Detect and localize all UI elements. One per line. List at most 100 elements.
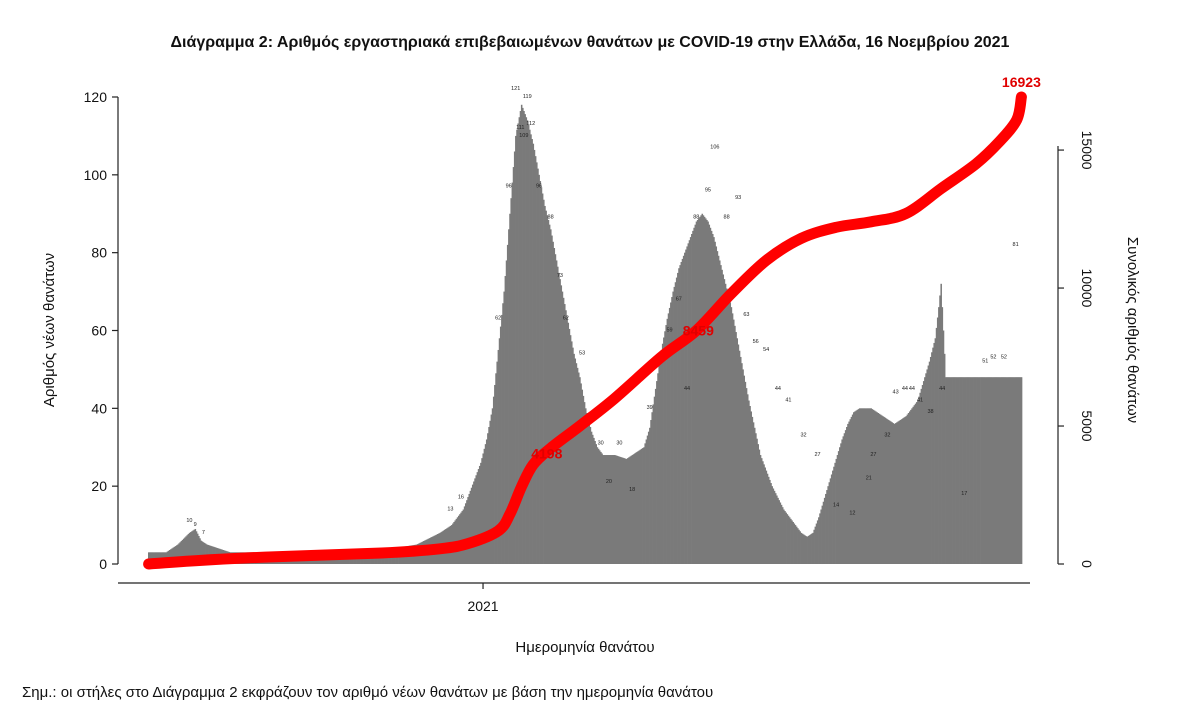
daily-deaths-bar (526, 120, 529, 564)
daily-deaths-bar (508, 229, 510, 564)
daily-deaths-bar (1015, 377, 1017, 564)
bar-data-label: 96 (536, 183, 542, 189)
daily-deaths-bar (885, 418, 888, 564)
daily-deaths-bar (180, 541, 183, 564)
daily-deaths-bar (170, 549, 172, 564)
daily-deaths-bar (466, 500, 468, 564)
daily-deaths-bar (915, 402, 918, 564)
daily-deaths-bar (495, 373, 497, 564)
daily-deaths-bar (844, 430, 847, 564)
daily-deaths-bar (809, 534, 812, 564)
daily-deaths-bar (997, 377, 1000, 564)
daily-deaths-bar (677, 272, 679, 564)
bar-data-label: 119 (523, 94, 532, 100)
daily-deaths-bar (487, 433, 489, 564)
daily-deaths-bar (601, 453, 603, 564)
daily-deaths-bar (709, 227, 712, 564)
daily-deaths-bar (626, 458, 629, 564)
daily-deaths-bar (714, 241, 716, 564)
cumulative-deaths-labels: 4198 8459 16923 (531, 74, 1041, 462)
daily-deaths-bar (794, 525, 797, 564)
daily-deaths-bar (917, 400, 919, 564)
daily-deaths-bar (560, 285, 563, 564)
daily-deaths-bar (553, 248, 556, 564)
daily-deaths-bar (552, 241, 554, 564)
daily-deaths-bar (580, 383, 582, 564)
daily-deaths-bar (762, 461, 764, 564)
bar-data-label: 12 (849, 510, 855, 516)
daily-deaths-bar (941, 307, 944, 564)
bar-data-label: 81 (1013, 242, 1019, 248)
bar-data-label: 21 (866, 475, 872, 481)
daily-deaths-bar (645, 439, 648, 564)
daily-deaths-bar (548, 224, 551, 564)
daily-deaths-bar (468, 493, 470, 564)
daily-deaths-bar (701, 213, 704, 564)
daily-deaths-bar (731, 313, 734, 564)
daily-deaths-bar (896, 422, 898, 564)
daily-deaths-bar (661, 343, 664, 564)
daily-deaths-bar (469, 490, 472, 564)
daily-deaths-bar (974, 377, 976, 564)
daily-deaths-bar (1016, 377, 1018, 564)
daily-deaths-bar (940, 283, 942, 564)
daily-deaths-bar (801, 533, 804, 564)
daily-deaths-bar (814, 526, 817, 564)
daily-deaths-bar (473, 481, 475, 564)
chart-footnote: Σημ.: οι στήλες στο Διάγραμμα 2 εκφράζου… (22, 684, 714, 701)
daily-deaths-bars (148, 104, 1023, 565)
daily-deaths-bar (963, 377, 966, 564)
daily-deaths-bar (836, 455, 839, 564)
daily-deaths-bar (927, 365, 930, 564)
daily-deaths-bar (184, 537, 186, 564)
daily-deaths-bar (712, 233, 714, 565)
daily-deaths-bar (510, 198, 512, 564)
daily-deaths-bar (623, 458, 625, 564)
daily-deaths-bar (791, 520, 793, 564)
daily-deaths-bar (546, 215, 549, 564)
daily-deaths-bar (953, 377, 955, 564)
daily-deaths-bar (670, 302, 672, 564)
daily-deaths-bar (943, 353, 946, 564)
daily-deaths-bar (587, 417, 589, 564)
daily-deaths-bar (671, 297, 673, 564)
daily-deaths-bar (790, 518, 792, 564)
daily-deaths-bar (893, 423, 896, 564)
daily-deaths-bar (720, 265, 722, 564)
daily-deaths-bar (922, 381, 925, 564)
bar-data-label: 96 (506, 183, 512, 189)
daily-deaths-bar (569, 335, 572, 564)
daily-deaths-bar (651, 412, 653, 564)
daily-deaths-bar (933, 342, 935, 564)
daily-deaths-bar (536, 162, 538, 564)
daily-deaths-bar (734, 325, 736, 564)
daily-deaths-bar (202, 542, 205, 564)
daily-deaths-bar (656, 381, 658, 564)
daily-deaths-bar (819, 513, 821, 564)
bar-data-label: 10 (186, 518, 192, 524)
daily-deaths-data-labels: 1097131662961211111091191129688736253363… (186, 86, 1018, 536)
daily-deaths-bar (931, 352, 933, 564)
daily-deaths-bar (568, 328, 571, 564)
daily-deaths-bar (672, 291, 674, 564)
daily-deaths-bar (793, 523, 796, 564)
bar-data-label: 39 (647, 405, 653, 411)
daily-deaths-bar (699, 216, 701, 565)
daily-deaths-bar (629, 456, 631, 564)
daily-deaths-bar (968, 377, 970, 564)
left-y-tick-label: 0 (99, 556, 107, 572)
daily-deaths-bar (643, 447, 645, 564)
daily-deaths-bar (751, 416, 754, 564)
bar-data-label: 32 (800, 433, 806, 439)
daily-deaths-bar (971, 377, 974, 564)
left-y-tick-label: 80 (91, 245, 107, 261)
daily-deaths-bar (630, 455, 632, 564)
daily-deaths-bar (532, 143, 535, 564)
daily-deaths-bar (464, 503, 467, 564)
daily-deaths-bar (593, 437, 595, 564)
daily-deaths-bar (530, 134, 532, 565)
daily-deaths-bar (839, 447, 841, 564)
daily-deaths-bar (821, 505, 824, 565)
daily-deaths-bar (871, 409, 874, 564)
bar-data-label: 44 (909, 386, 915, 392)
